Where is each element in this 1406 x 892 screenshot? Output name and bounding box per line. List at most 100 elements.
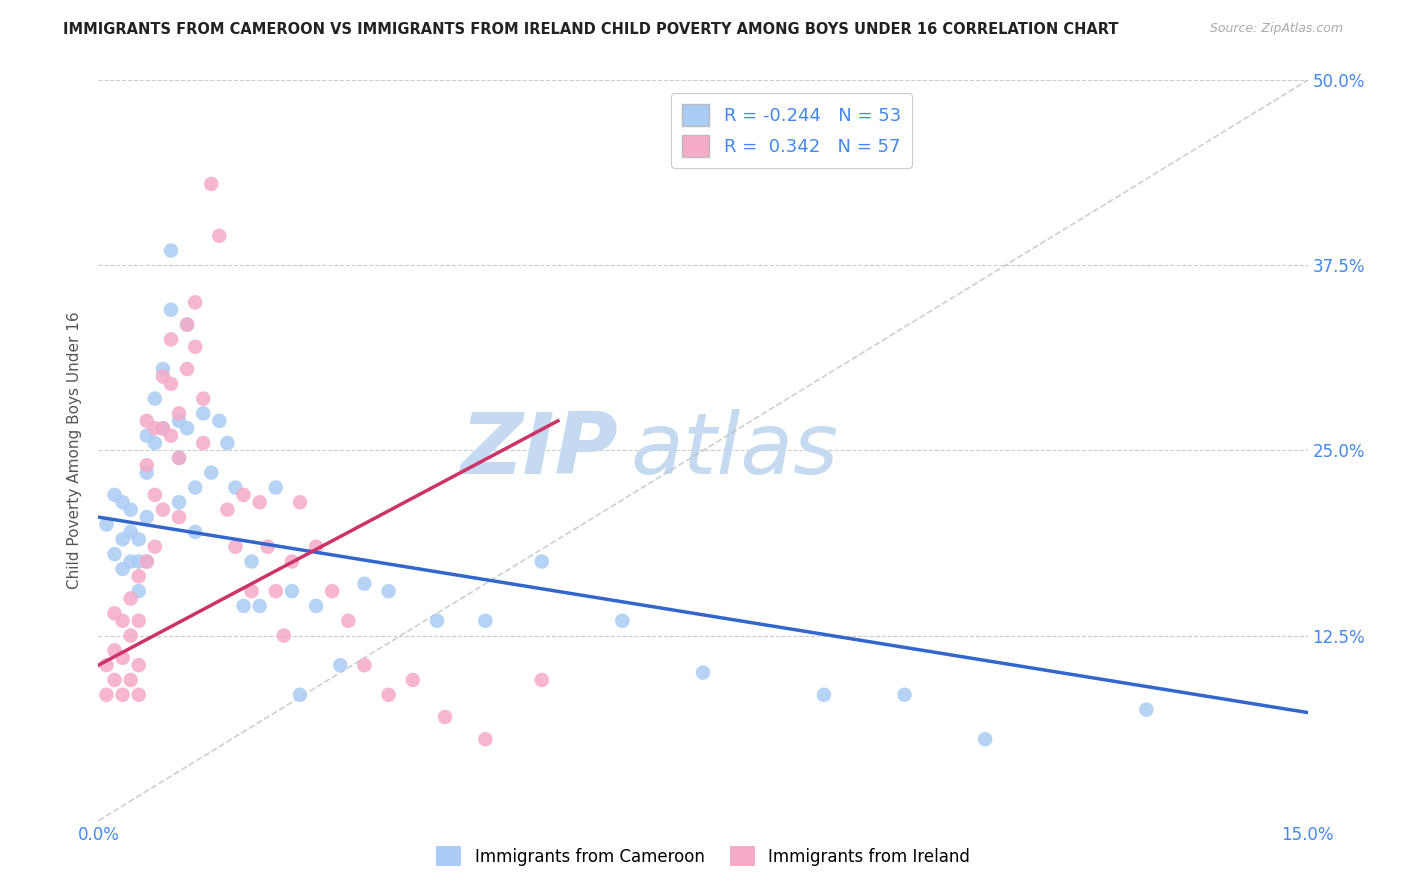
Y-axis label: Child Poverty Among Boys Under 16: Child Poverty Among Boys Under 16 — [67, 311, 83, 590]
Point — [474, 614, 496, 628]
Point — [208, 414, 231, 428]
Point — [128, 658, 150, 673]
Point — [160, 376, 183, 391]
Point — [184, 295, 207, 310]
Point — [692, 665, 714, 680]
Point — [120, 591, 142, 606]
Point — [612, 614, 634, 628]
Point — [176, 318, 198, 332]
Point — [135, 466, 157, 480]
Point — [160, 332, 183, 346]
Point — [256, 540, 278, 554]
Point — [224, 480, 246, 494]
Point — [135, 510, 157, 524]
Point — [152, 362, 174, 376]
Point — [217, 436, 239, 450]
Point — [249, 599, 271, 613]
Point — [160, 428, 183, 442]
Point — [103, 643, 125, 657]
Point — [111, 688, 134, 702]
Point — [377, 584, 399, 599]
Point — [200, 466, 222, 480]
Point — [530, 555, 553, 569]
Point — [288, 688, 311, 702]
Point — [273, 628, 295, 642]
Point — [184, 340, 207, 354]
Point — [974, 732, 997, 747]
Point — [128, 533, 150, 547]
Point — [232, 599, 254, 613]
Point — [426, 614, 449, 628]
Point — [120, 628, 142, 642]
Point — [530, 673, 553, 687]
Point — [167, 407, 190, 421]
Point — [264, 584, 287, 599]
Point — [128, 614, 150, 628]
Point — [193, 436, 215, 450]
Point — [337, 614, 360, 628]
Point — [329, 658, 352, 673]
Point — [103, 547, 125, 561]
Point — [111, 495, 134, 509]
Point — [167, 450, 190, 465]
Point — [111, 533, 134, 547]
Point — [152, 421, 174, 435]
Point — [288, 495, 311, 509]
Point — [264, 480, 287, 494]
Point — [176, 318, 198, 332]
Point — [813, 688, 835, 702]
Point — [135, 428, 157, 442]
Point — [143, 488, 166, 502]
Point — [402, 673, 425, 687]
Point — [143, 436, 166, 450]
Point — [111, 650, 134, 665]
Point — [281, 555, 304, 569]
Point — [135, 555, 157, 569]
Point — [128, 555, 150, 569]
Point — [240, 555, 263, 569]
Point — [321, 584, 343, 599]
Point — [305, 599, 328, 613]
Point — [96, 688, 118, 702]
Point — [167, 510, 190, 524]
Point — [167, 414, 190, 428]
Point — [240, 584, 263, 599]
Point — [474, 732, 496, 747]
Point — [152, 502, 174, 516]
Text: atlas: atlas — [630, 409, 838, 492]
Point — [135, 458, 157, 473]
Point — [200, 177, 222, 191]
Point — [167, 450, 190, 465]
Point — [305, 540, 328, 554]
Point — [143, 392, 166, 406]
Point — [160, 302, 183, 317]
Point — [353, 576, 375, 591]
Point — [143, 540, 166, 554]
Point — [135, 414, 157, 428]
Point — [103, 673, 125, 687]
Point — [152, 421, 174, 435]
Point — [176, 362, 198, 376]
Point — [120, 555, 142, 569]
Point — [377, 688, 399, 702]
Point — [208, 228, 231, 243]
Point — [120, 524, 142, 539]
Point — [217, 502, 239, 516]
Point — [193, 392, 215, 406]
Text: ZIP: ZIP — [461, 409, 619, 492]
Point — [893, 688, 915, 702]
Point — [249, 495, 271, 509]
Point — [232, 488, 254, 502]
Point — [353, 658, 375, 673]
Point — [96, 517, 118, 532]
Point — [111, 614, 134, 628]
Point — [184, 524, 207, 539]
Legend: R = -0.244   N = 53, R =  0.342   N = 57: R = -0.244 N = 53, R = 0.342 N = 57 — [671, 93, 911, 168]
Point — [120, 502, 142, 516]
Point — [96, 658, 118, 673]
Point — [143, 421, 166, 435]
Point — [167, 495, 190, 509]
Point — [160, 244, 183, 258]
Point — [1135, 703, 1157, 717]
Point — [152, 369, 174, 384]
